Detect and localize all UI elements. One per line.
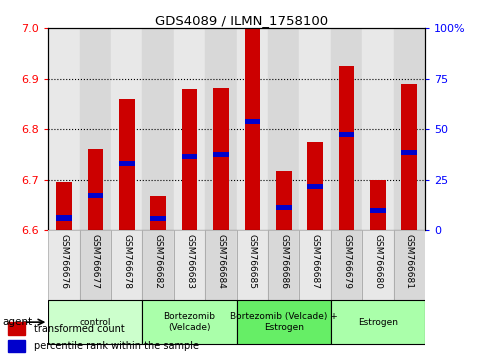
Bar xyxy=(174,28,205,230)
Bar xyxy=(80,28,111,230)
Bar xyxy=(80,230,111,301)
Bar xyxy=(142,28,174,230)
Text: GSM766678: GSM766678 xyxy=(122,234,131,289)
FancyBboxPatch shape xyxy=(48,300,142,344)
Bar xyxy=(244,29,260,230)
Text: GSM766681: GSM766681 xyxy=(405,234,414,289)
Bar xyxy=(8,340,25,352)
Text: GSM766682: GSM766682 xyxy=(154,234,163,289)
Bar xyxy=(394,230,425,301)
Bar xyxy=(56,182,72,230)
Bar xyxy=(268,28,299,230)
Bar xyxy=(150,196,166,230)
Bar xyxy=(205,230,237,301)
Text: GSM766679: GSM766679 xyxy=(342,234,351,289)
Bar xyxy=(237,28,268,230)
Bar xyxy=(119,161,135,166)
Bar xyxy=(213,152,229,157)
Text: control: control xyxy=(80,318,111,327)
Bar xyxy=(150,216,166,221)
Bar xyxy=(394,28,425,230)
Text: transformed count: transformed count xyxy=(34,324,125,333)
Bar xyxy=(307,142,323,230)
Text: Bortezomib (Velcade) +
Estrogen: Bortezomib (Velcade) + Estrogen xyxy=(230,313,338,332)
Bar xyxy=(331,28,362,230)
Text: GSM766676: GSM766676 xyxy=(59,234,69,289)
Bar xyxy=(142,230,174,301)
Bar xyxy=(362,28,394,230)
Bar xyxy=(331,230,362,301)
Bar xyxy=(48,230,80,301)
FancyBboxPatch shape xyxy=(142,300,237,344)
Bar xyxy=(401,84,417,230)
Bar xyxy=(111,230,142,301)
Bar xyxy=(174,230,205,301)
Bar xyxy=(339,66,355,230)
Bar xyxy=(205,230,237,301)
Bar xyxy=(237,230,268,301)
Bar xyxy=(244,119,260,124)
Bar xyxy=(87,193,103,198)
Bar xyxy=(56,216,72,221)
Text: Estrogen: Estrogen xyxy=(358,318,398,327)
Bar xyxy=(111,28,142,230)
FancyBboxPatch shape xyxy=(237,300,331,344)
Bar xyxy=(307,184,323,189)
Bar xyxy=(331,230,362,301)
Bar xyxy=(213,88,229,230)
Text: percentile rank within the sample: percentile rank within the sample xyxy=(34,341,199,351)
FancyBboxPatch shape xyxy=(331,300,425,344)
Bar xyxy=(48,230,80,301)
Bar xyxy=(401,150,417,155)
Bar xyxy=(370,179,386,230)
Text: Bortezomib
(Velcade): Bortezomib (Velcade) xyxy=(164,313,215,332)
Text: agent: agent xyxy=(2,317,32,327)
Bar xyxy=(182,154,198,159)
Bar xyxy=(299,230,331,301)
Bar xyxy=(299,28,331,230)
Bar xyxy=(268,230,299,301)
Bar xyxy=(276,205,292,210)
Text: GSM766677: GSM766677 xyxy=(91,234,100,289)
Text: GSM766684: GSM766684 xyxy=(216,234,226,289)
Text: GSM766683: GSM766683 xyxy=(185,234,194,289)
Text: GSM766687: GSM766687 xyxy=(311,234,320,289)
Bar xyxy=(182,89,198,230)
Bar xyxy=(87,149,103,230)
Bar xyxy=(276,171,292,230)
Bar xyxy=(339,132,355,137)
Bar xyxy=(362,230,394,301)
Bar xyxy=(111,230,142,301)
Bar xyxy=(80,230,111,301)
Text: GSM766680: GSM766680 xyxy=(373,234,383,289)
Text: GDS4089 / ILMN_1758100: GDS4089 / ILMN_1758100 xyxy=(155,14,328,27)
Bar xyxy=(174,230,205,301)
Bar xyxy=(205,28,237,230)
Bar xyxy=(299,230,331,301)
Text: GSM766686: GSM766686 xyxy=(279,234,288,289)
Bar xyxy=(8,322,25,335)
Bar xyxy=(394,230,425,301)
Text: GSM766685: GSM766685 xyxy=(248,234,257,289)
Bar xyxy=(142,230,174,301)
Bar xyxy=(370,209,386,213)
Bar xyxy=(119,99,135,230)
Bar xyxy=(48,28,80,230)
Bar xyxy=(237,230,268,301)
Bar xyxy=(268,230,299,301)
Bar xyxy=(362,230,394,301)
